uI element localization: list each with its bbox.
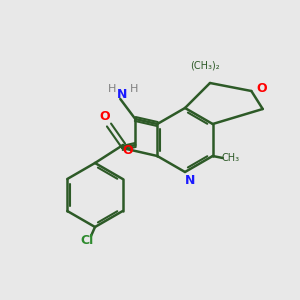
Text: CH₃: CH₃ [222,153,240,163]
Text: N: N [185,173,195,187]
Text: Cl: Cl [80,235,94,248]
Text: (CH₃)₂: (CH₃)₂ [190,60,220,70]
Text: O: O [100,110,110,124]
Text: H: H [130,84,139,94]
Text: O: O [122,143,133,157]
Text: N: N [117,88,128,100]
Text: O: O [256,82,267,94]
Text: H: H [108,84,116,94]
